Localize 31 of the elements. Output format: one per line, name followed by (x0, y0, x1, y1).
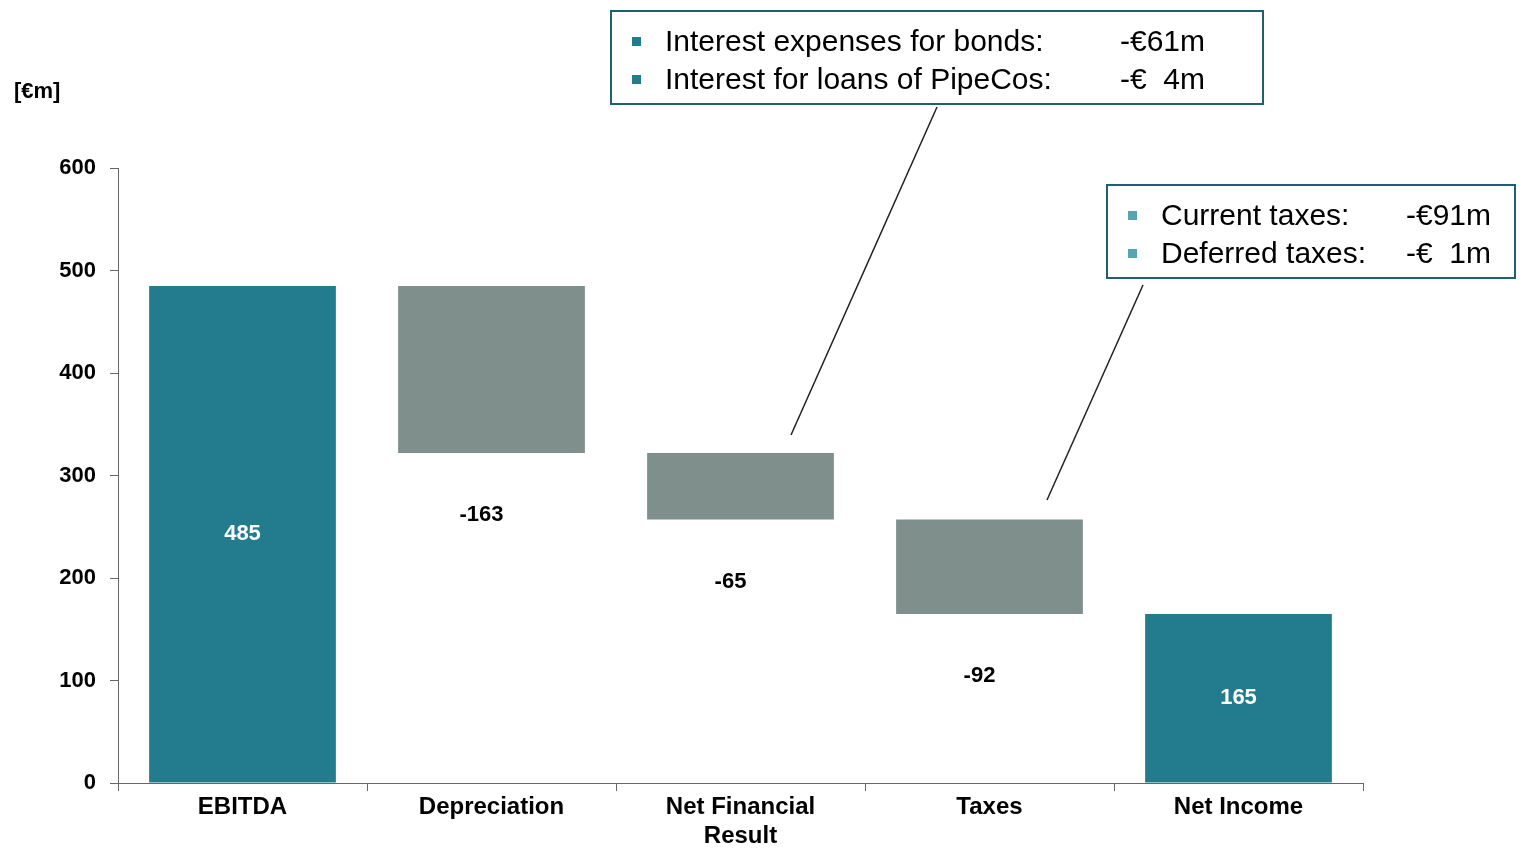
y-tick-label: 300 (59, 461, 96, 487)
y-tick-label: 100 (59, 666, 96, 692)
y-tick-label: 400 (59, 359, 96, 385)
y-tick-label: 0 (83, 769, 96, 795)
annotation: Current taxes: (1161, 198, 1351, 232)
x-tick-label: Taxes (956, 792, 1023, 820)
text: -€ 1m (1406, 236, 1492, 270)
data-label: 165 (1220, 684, 1257, 710)
bar (647, 452, 834, 520)
bar (398, 285, 585, 453)
text: Interest for loans of PipeCos: (665, 62, 1053, 96)
text: Interest expenses for bonds: (665, 24, 1045, 58)
x-tick-label: Depreciation (418, 792, 565, 820)
text: -€91m (1406, 198, 1492, 232)
y-tick-label: 600 (59, 154, 96, 180)
data-label: -163 (459, 501, 504, 527)
annotation: Deferred taxes: (1161, 236, 1368, 270)
data-label: 485 (224, 520, 261, 546)
bar (149, 285, 336, 783)
data-label: -92 (963, 661, 996, 687)
text: -€61m (1120, 24, 1206, 58)
text: -€ 4m (1120, 62, 1206, 96)
x-tick-label: EBITDA (197, 792, 288, 820)
bar (1145, 613, 1332, 783)
x-tick-label: Net Income (1173, 792, 1304, 820)
x-tick-label: Net Financial Result (665, 792, 816, 848)
y-tick-label: 500 (59, 256, 96, 282)
bar (896, 519, 1083, 614)
data-label: -65 (714, 567, 747, 593)
y-tick-label: 200 (59, 564, 96, 590)
y-axis-title: [€m] (14, 78, 61, 104)
